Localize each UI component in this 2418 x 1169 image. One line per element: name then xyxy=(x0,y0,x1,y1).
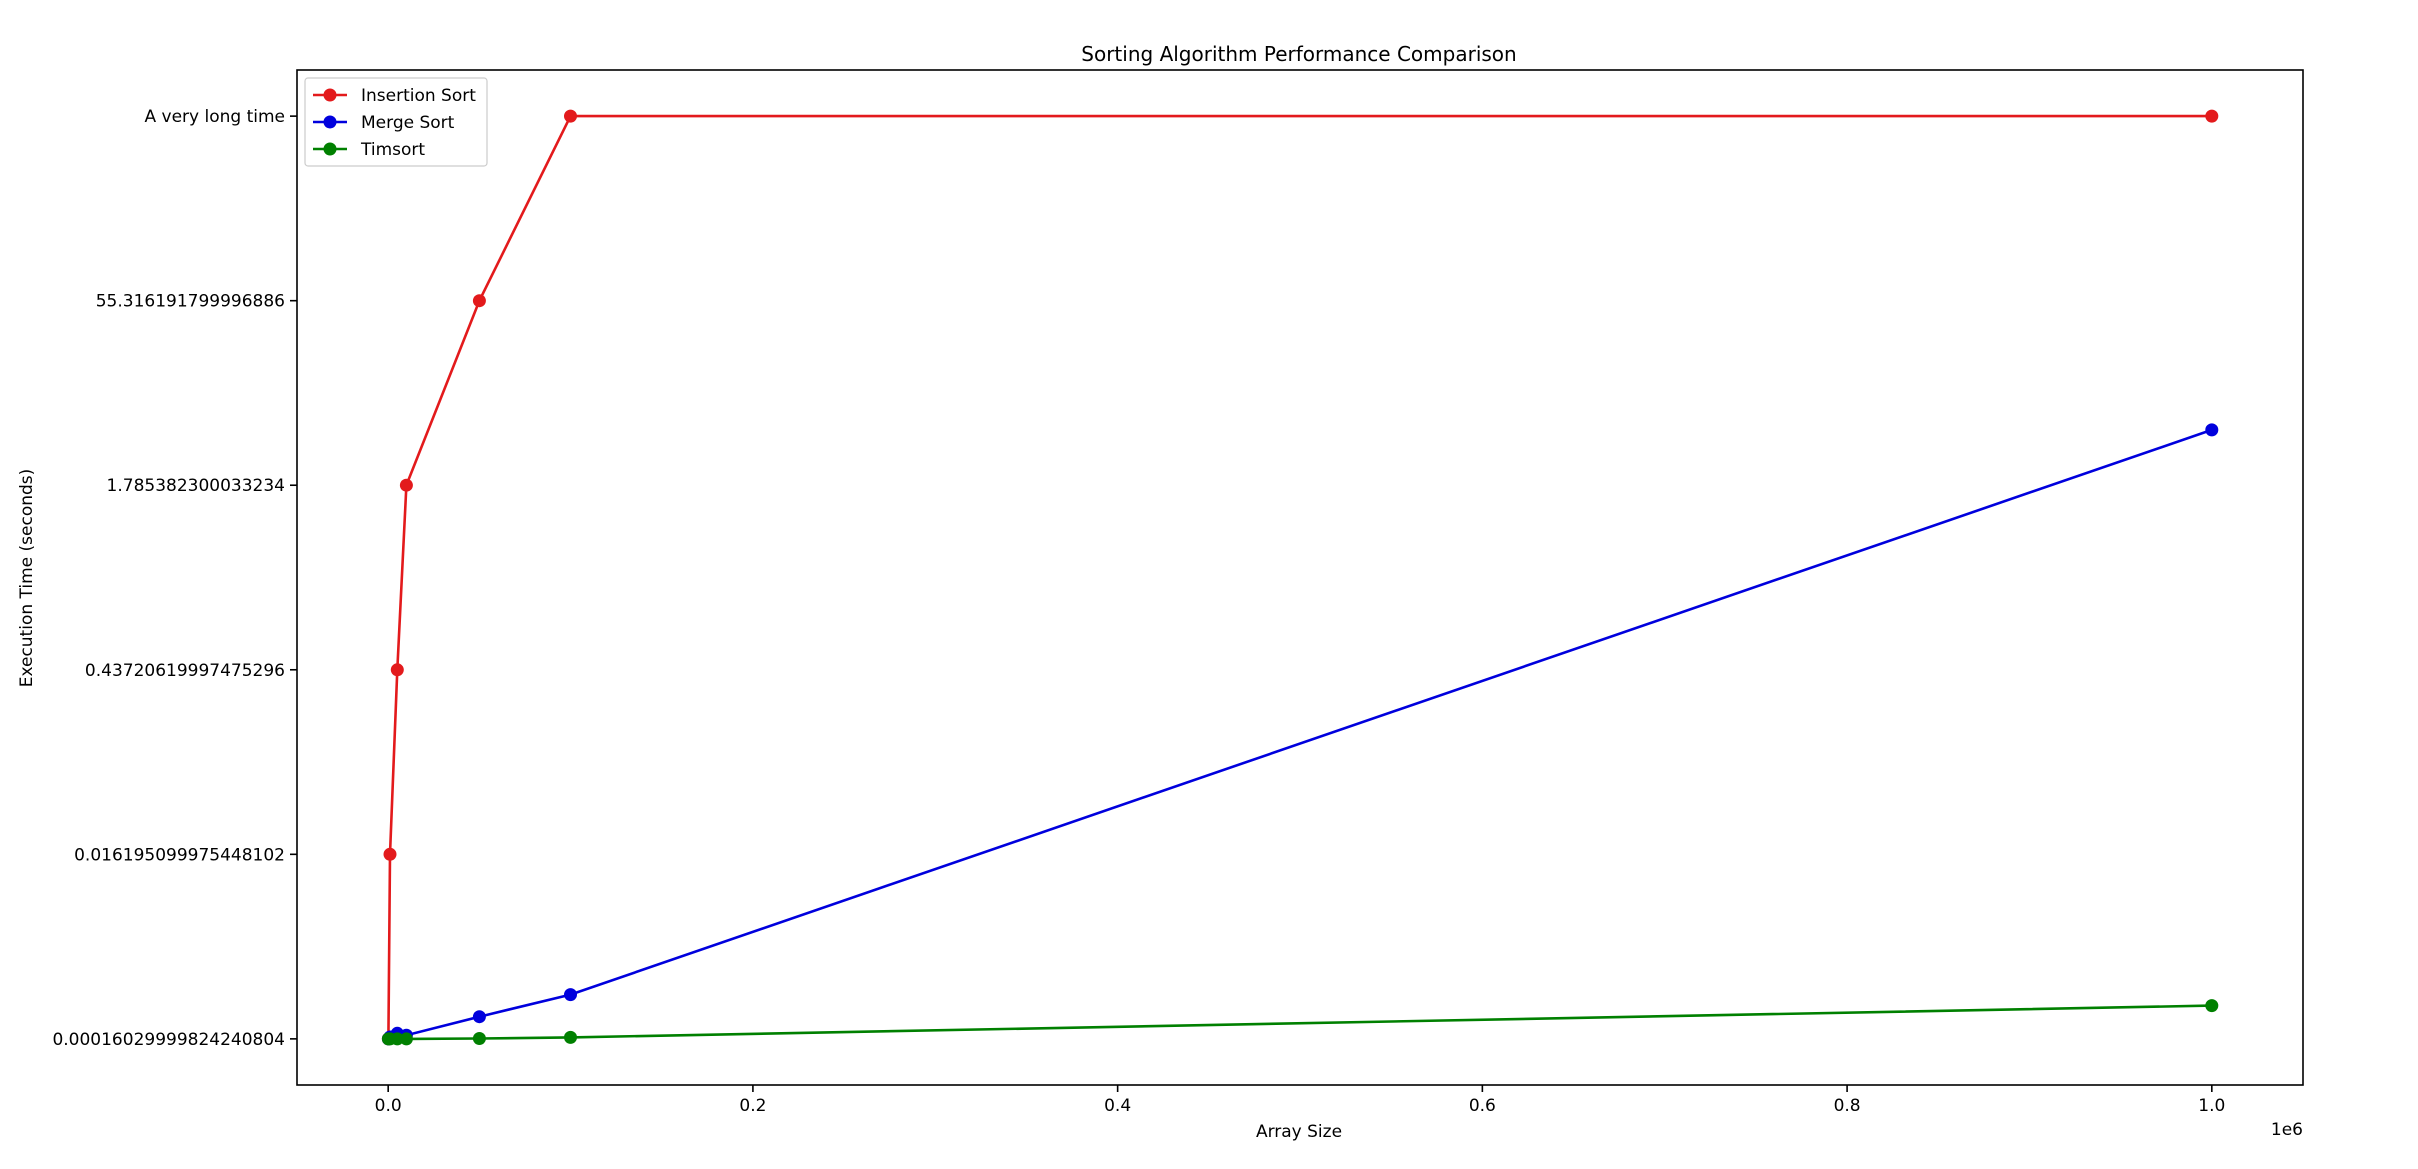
data-point-merge-sort xyxy=(2205,423,2219,437)
x-tick-label: 0.8 xyxy=(1834,1096,1861,1116)
legend-label-insertion-sort: Insertion Sort xyxy=(361,86,476,106)
legend-label-timsort: Timsort xyxy=(360,140,425,160)
y-tick-label: A very long time xyxy=(144,107,285,127)
legend-marker-insertion-sort xyxy=(323,88,337,102)
y-axis-title: Execution Time (seconds) xyxy=(17,469,37,688)
data-point-insertion-sort xyxy=(390,663,404,677)
x-tick-label: 1.0 xyxy=(2198,1096,2225,1116)
data-point-merge-sort xyxy=(472,1010,486,1024)
x-tick-label: 0.4 xyxy=(1104,1096,1131,1116)
x-tick-label: 0.0 xyxy=(375,1096,402,1116)
y-tick-label: 1.785382300033234 xyxy=(107,476,285,496)
legend-label-merge-sort: Merge Sort xyxy=(361,113,455,133)
data-point-timsort xyxy=(390,1032,404,1046)
chart-title: Sorting Algorithm Performance Comparison xyxy=(1081,42,1516,66)
x-tick-label: 0.2 xyxy=(739,1096,766,1116)
y-tick-label: 0.43720619997475296 xyxy=(85,661,285,681)
data-point-insertion-sort xyxy=(564,109,577,123)
data-point-insertion-sort xyxy=(383,847,397,861)
x-axis-offset-label: 1e6 xyxy=(2271,1120,2303,1140)
data-point-timsort xyxy=(472,1032,486,1045)
data-point-insertion-sort xyxy=(472,294,486,308)
y-tick-label: 0.016195099975448102 xyxy=(74,845,285,865)
data-point-insertion-sort xyxy=(2205,109,2219,123)
legend-marker-merge-sort xyxy=(323,115,337,129)
x-axis-title: Array Size xyxy=(1256,1122,1342,1142)
legend-frame xyxy=(304,77,488,167)
y-tick-label: 55.316191799996886 xyxy=(96,292,285,312)
x-tick-label: 0.6 xyxy=(1469,1096,1496,1116)
data-point-insertion-sort xyxy=(399,478,413,492)
plot-area: 0.0 0.2 0.4 0.6 0.8 1.0 0.00016029999824240804… xyxy=(52,69,2304,1116)
data-point-merge-sort xyxy=(564,988,577,1002)
legend: Insertion Sort Merge Sort Timsort xyxy=(304,77,488,167)
y-tick-label: 0.00016029999824240804 xyxy=(52,1030,285,1050)
data-point-timsort xyxy=(564,1030,577,1044)
legend-marker-timsort xyxy=(323,142,337,156)
data-point-timsort xyxy=(399,1032,413,1046)
axes-frame xyxy=(296,69,2304,1086)
data-point-timsort xyxy=(2205,999,2219,1013)
